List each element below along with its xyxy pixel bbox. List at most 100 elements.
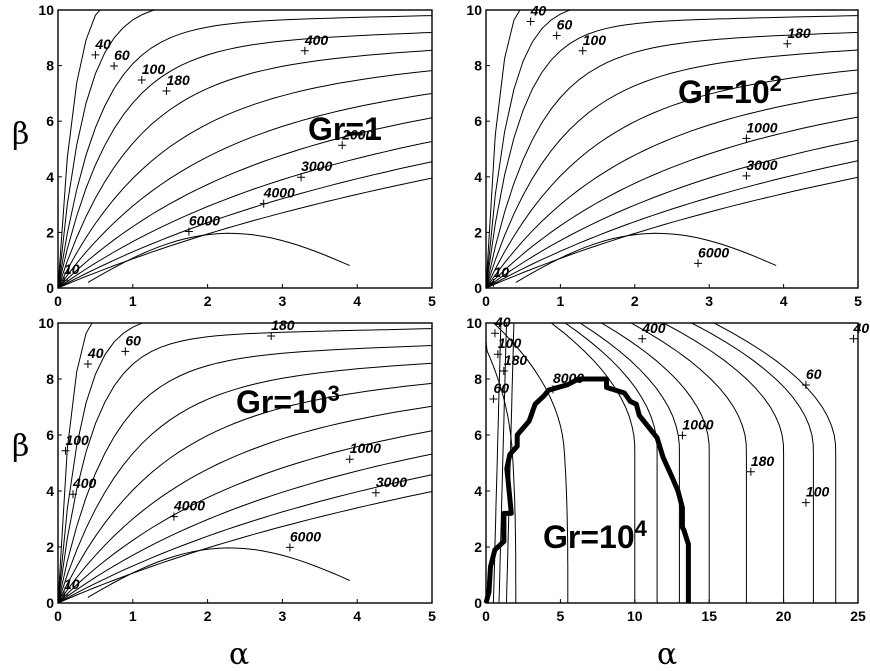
contour-line (58, 491, 432, 603)
contour-label: 400 (304, 32, 329, 48)
contour-line (58, 161, 432, 288)
contour-label-marker (548, 385, 557, 394)
x-tick-label: 20 (776, 608, 792, 624)
contour-label-markers (59, 332, 380, 599)
x-axis-label-left: α (229, 637, 249, 671)
tick-labels: 0 1 2 3 4 5 0 2 4 6 8 10 (38, 2, 436, 309)
contour-line (58, 70, 432, 288)
contour-line (58, 474, 432, 603)
contour-label-marker (526, 17, 535, 26)
contour-label: 3000 (376, 474, 407, 490)
contour-line (87, 232, 350, 283)
contour-label: 3000 (746, 157, 777, 173)
y-tick-label: 2 (46, 224, 54, 240)
y-axis-label-bottom: β (12, 429, 29, 464)
contour-label-marker (83, 360, 92, 368)
contour-label-marker (121, 347, 130, 356)
x-tick-label: 5 (428, 293, 436, 309)
contour-label-marker (184, 227, 193, 236)
x-tick-label: 2 (204, 293, 212, 309)
contour-line (486, 15, 858, 288)
contour-label-marker (638, 334, 647, 343)
contour-label: 3000 (301, 158, 332, 174)
contour-line (486, 160, 858, 288)
contour-line (486, 139, 858, 288)
contour-line (486, 69, 858, 288)
plot-frame (485, 9, 859, 289)
contour-label-marker (742, 134, 751, 143)
contour-label-marker (552, 31, 561, 40)
x-tick-label: 0 (482, 293, 490, 309)
y-tick-label: 10 (38, 315, 54, 331)
panel-annotation: Gr=1 (308, 111, 382, 147)
contour-label-marker (489, 278, 498, 287)
x-tick-label: 5 (557, 608, 565, 624)
contour-line (58, 15, 432, 288)
contour-label: 60 (806, 366, 822, 382)
contour-label: 4000 (173, 498, 205, 514)
plot-frame (485, 322, 859, 604)
contour-lines (486, 323, 837, 603)
contour-label: 180 (751, 453, 775, 469)
x-tick-label: 5 (428, 608, 436, 624)
contour-label: 400 (72, 475, 97, 491)
contour-label: 6000 (290, 528, 321, 544)
contour-lines (486, 10, 858, 288)
contour-line (486, 116, 858, 288)
y-tick-label: 10 (466, 315, 482, 331)
contour-line (58, 93, 432, 288)
contour-label-marker (678, 431, 687, 440)
x-tick-label: 1 (129, 608, 137, 624)
contour-label-marker (259, 199, 268, 208)
y-tick-label: 6 (46, 113, 54, 129)
plot-frame (57, 322, 433, 604)
contour-line (58, 323, 93, 603)
contour-line (601, 323, 710, 603)
contour-label-markers (489, 329, 858, 507)
y-tick-label: 10 (466, 2, 482, 18)
x-tick-label: 4 (353, 293, 361, 309)
contour-label: 8000 (553, 370, 584, 386)
contour-label: 1000 (350, 440, 381, 456)
y-tick-label: 4 (474, 483, 482, 499)
contour-label: 100 (806, 484, 830, 500)
contour-label-marker (801, 498, 810, 507)
contour-label: 60 (493, 380, 509, 396)
contour-line (58, 345, 432, 603)
contour-line (58, 10, 157, 288)
y-tick-label: 8 (46, 58, 54, 74)
contour-label-marker (162, 87, 171, 96)
contour-label-markers (59, 46, 347, 285)
y-tick-label: 2 (46, 539, 54, 555)
contour-label-marker (137, 75, 146, 84)
contour-line (58, 49, 432, 288)
contour-line (486, 10, 521, 288)
contour-label-marker (61, 446, 70, 455)
contour-line (564, 323, 658, 603)
annotation-base: Gr=10 (678, 74, 770, 110)
contour-line (630, 323, 747, 603)
panel-gr-10-3: 10 40 60 100 180 400 1000 3000 4000 6000 0 1 2 3 4 5 0 2… (38, 315, 436, 624)
contour-line (486, 10, 572, 288)
contour-label: 4000 (263, 185, 295, 201)
contour-label-marker (578, 46, 587, 55)
contour-label: 40 (853, 320, 870, 336)
contour-line (58, 328, 432, 603)
tick-labels: 0 5 10 15 20 25 0 2 4 6 8 10 (466, 315, 866, 624)
contour-line (486, 176, 858, 288)
x-tick-label: 25 (850, 608, 866, 624)
contour-label: 40 (87, 345, 104, 361)
contour-label: 10 (64, 576, 80, 592)
contour-label-marker (499, 367, 508, 375)
contour-line (58, 453, 432, 603)
x-tick-label: 15 (701, 608, 717, 624)
contour-line (515, 232, 777, 283)
contour-line (579, 323, 680, 603)
contour-label-marker (110, 62, 119, 71)
contour-label: 6000 (189, 212, 220, 228)
contour-line (493, 323, 569, 603)
contour-line (486, 323, 517, 603)
